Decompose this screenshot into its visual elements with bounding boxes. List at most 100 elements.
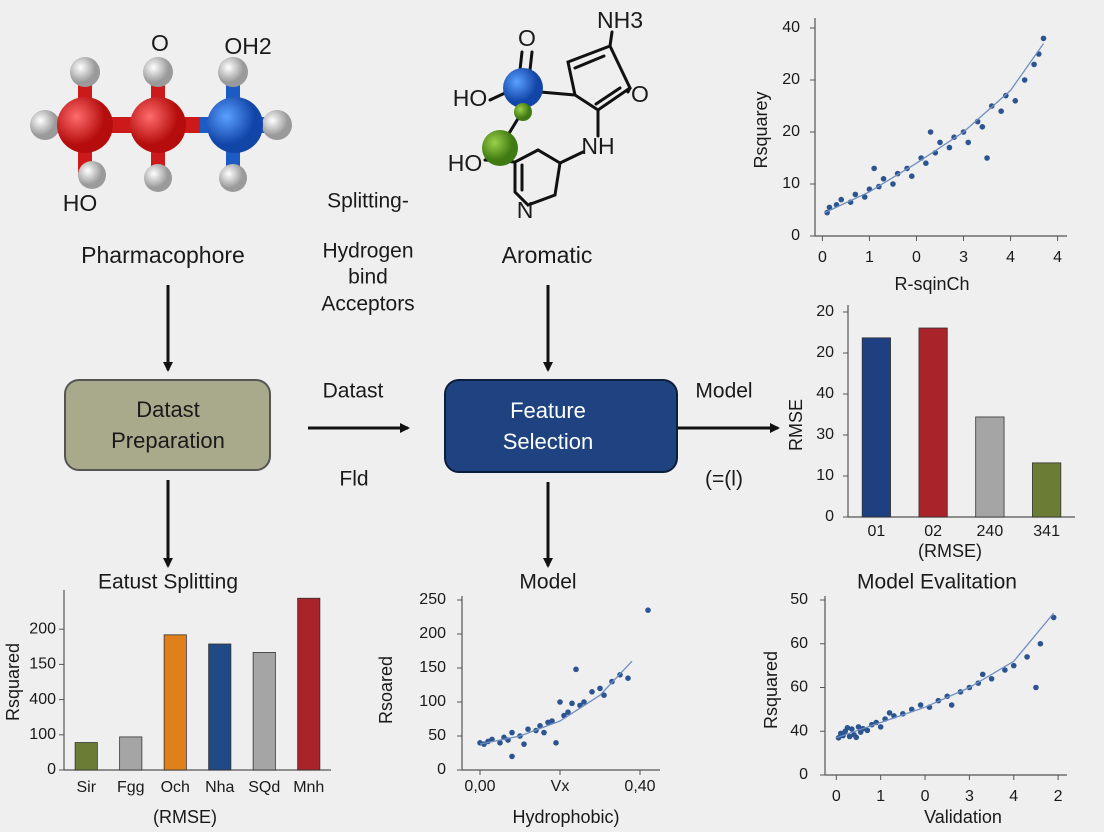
x-axis-label: R-sqinCh bbox=[894, 274, 969, 294]
point bbox=[1033, 684, 1039, 691]
point bbox=[645, 607, 651, 613]
y-tick-label: 20 bbox=[782, 71, 800, 88]
x-tick-label: 1 bbox=[865, 249, 874, 266]
label: Hydrogen bbox=[322, 240, 413, 263]
x-tick-label: 4 bbox=[1053, 249, 1062, 266]
y-tick-label: 0 bbox=[437, 761, 446, 778]
box-text: Preparation bbox=[111, 428, 225, 453]
point bbox=[998, 108, 1004, 114]
y-tick-label: 10 bbox=[782, 175, 800, 192]
x-axis-label: (RMSE) bbox=[918, 541, 982, 561]
y-tick-label: 150 bbox=[419, 659, 446, 676]
x-axis-label: (RMSE) bbox=[153, 807, 217, 827]
x-tick-label: 0 bbox=[921, 788, 930, 805]
point bbox=[979, 671, 986, 678]
point bbox=[541, 729, 547, 736]
x-axis-label: Validation bbox=[924, 807, 1002, 827]
bar bbox=[297, 597, 321, 771]
bar bbox=[119, 736, 143, 771]
point bbox=[521, 741, 527, 747]
trend-line bbox=[824, 43, 1045, 214]
y-tick-label: 0 bbox=[825, 508, 834, 525]
y-tick-label: 30 bbox=[816, 426, 834, 443]
atom-label: NH3 bbox=[597, 7, 643, 33]
x-tick-label: 240 bbox=[977, 523, 1004, 540]
point bbox=[537, 723, 543, 729]
point bbox=[553, 740, 559, 746]
label: bind bbox=[348, 266, 388, 289]
x-tick-label: Och bbox=[161, 779, 190, 796]
point bbox=[1010, 662, 1017, 669]
arrow-label: Datast bbox=[323, 380, 384, 403]
x-tick-label: 01 bbox=[867, 523, 885, 540]
x-tick-label: 4 bbox=[1009, 788, 1018, 805]
bar bbox=[1032, 462, 1062, 518]
point bbox=[1021, 77, 1028, 83]
y-tick-label: 200 bbox=[419, 625, 446, 642]
bar bbox=[74, 742, 98, 771]
process-box bbox=[444, 379, 678, 473]
point bbox=[838, 196, 845, 203]
point bbox=[549, 718, 555, 724]
point bbox=[597, 685, 603, 692]
y-axis-label: Rsquared bbox=[761, 651, 781, 729]
y-axis-label: Rsoared bbox=[376, 656, 396, 724]
atom-label: O bbox=[151, 30, 169, 56]
x-tick-label: Vx bbox=[551, 778, 570, 795]
point bbox=[855, 724, 862, 730]
x-tick-label: 3 bbox=[965, 788, 974, 805]
x-tick-label: 0 bbox=[912, 249, 921, 266]
point bbox=[886, 710, 893, 716]
point bbox=[984, 155, 990, 161]
point bbox=[917, 702, 924, 708]
atom-label: HO bbox=[448, 150, 483, 176]
y-tick-label: 60 bbox=[790, 679, 808, 696]
point bbox=[569, 700, 575, 707]
point bbox=[927, 129, 934, 135]
x-tick-label: 3 bbox=[959, 249, 968, 266]
point bbox=[601, 692, 607, 698]
point bbox=[1002, 667, 1008, 673]
point bbox=[923, 160, 929, 166]
atom-label: N bbox=[517, 197, 534, 223]
point bbox=[937, 139, 943, 146]
y-tick-label: 400 bbox=[29, 691, 56, 708]
point bbox=[573, 666, 579, 673]
x-tick-label: 4 bbox=[1006, 249, 1015, 266]
point bbox=[1024, 654, 1030, 660]
y-axis-label: Rsquared bbox=[3, 643, 23, 721]
y-tick-label: 40 bbox=[782, 19, 800, 36]
point bbox=[861, 194, 868, 200]
x-tick-label: 0 bbox=[818, 249, 827, 266]
point bbox=[864, 727, 871, 734]
point bbox=[1003, 92, 1009, 99]
point bbox=[1050, 614, 1057, 621]
trend-line bbox=[479, 660, 633, 745]
caption: Pharmacophore bbox=[81, 242, 245, 268]
bar bbox=[208, 643, 232, 771]
point bbox=[826, 204, 833, 211]
point bbox=[846, 733, 853, 740]
point bbox=[849, 726, 855, 732]
point bbox=[509, 729, 515, 736]
arrow-label: Fld bbox=[339, 468, 368, 491]
y-tick-label: 40 bbox=[790, 722, 808, 739]
process-box bbox=[64, 379, 271, 471]
atom-label: O bbox=[518, 25, 536, 51]
molecule-1 bbox=[30, 57, 292, 192]
point bbox=[979, 124, 986, 130]
y-tick-label: 10 bbox=[816, 467, 834, 484]
y-tick-label: 50 bbox=[428, 727, 446, 744]
box-text: Datast bbox=[136, 397, 200, 422]
x-tick-label: 341 bbox=[1033, 523, 1060, 540]
point bbox=[877, 724, 884, 730]
point bbox=[509, 753, 515, 760]
point bbox=[948, 702, 955, 708]
point bbox=[565, 709, 571, 715]
y-tick-label: 0 bbox=[799, 766, 808, 783]
point bbox=[1037, 640, 1044, 647]
box-text: Feature bbox=[510, 398, 586, 423]
bar bbox=[918, 327, 948, 518]
x-tick-label: 0,40 bbox=[624, 778, 655, 795]
